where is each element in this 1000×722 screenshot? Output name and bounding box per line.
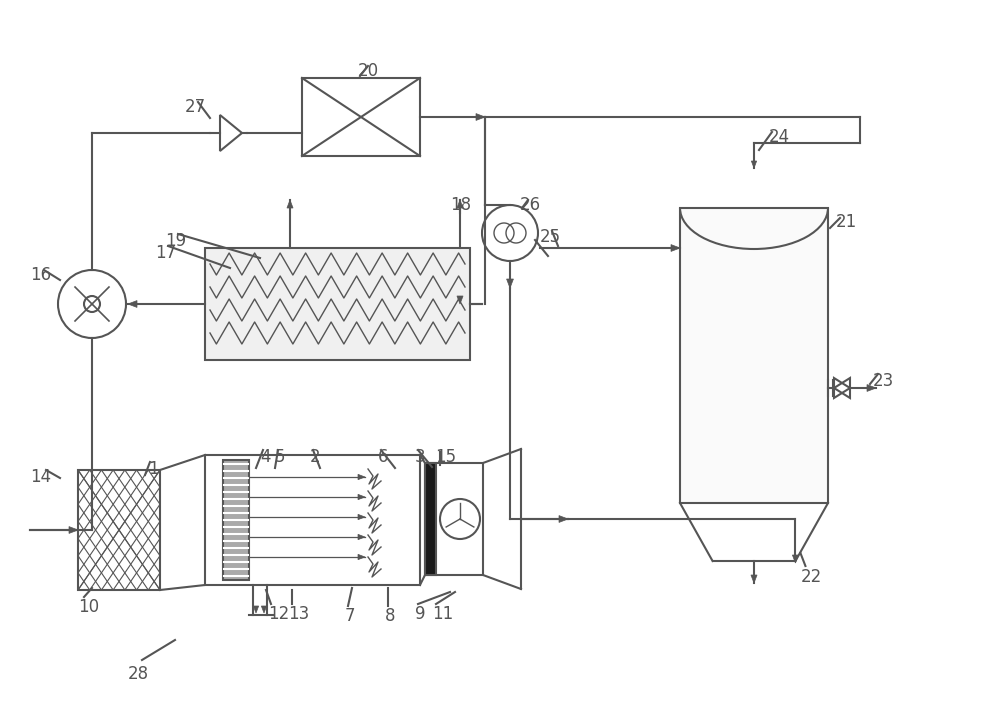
Polygon shape xyxy=(507,279,513,288)
Text: 13: 13 xyxy=(288,605,309,623)
Text: 8: 8 xyxy=(385,607,396,625)
Polygon shape xyxy=(751,575,757,583)
Polygon shape xyxy=(358,534,365,539)
Bar xyxy=(680,208,828,503)
Polygon shape xyxy=(867,385,876,391)
Polygon shape xyxy=(559,516,568,523)
Text: 5: 5 xyxy=(275,448,286,466)
Text: 27: 27 xyxy=(185,98,206,116)
Bar xyxy=(302,78,420,156)
Text: 7: 7 xyxy=(345,607,356,625)
Polygon shape xyxy=(457,296,463,304)
Text: 18: 18 xyxy=(450,196,471,214)
Text: 22: 22 xyxy=(800,568,822,586)
Text: 11: 11 xyxy=(432,605,453,623)
Text: 4: 4 xyxy=(260,448,270,466)
Text: 2: 2 xyxy=(310,448,321,466)
Text: 14: 14 xyxy=(30,468,51,486)
Polygon shape xyxy=(261,606,267,613)
Text: 17: 17 xyxy=(155,244,176,262)
Text: 1: 1 xyxy=(148,460,159,478)
Text: 9: 9 xyxy=(415,605,426,623)
Bar xyxy=(205,248,470,360)
Text: 26: 26 xyxy=(520,196,541,214)
Text: 21: 21 xyxy=(836,213,857,231)
Polygon shape xyxy=(671,245,680,251)
Polygon shape xyxy=(128,300,137,308)
Polygon shape xyxy=(457,200,463,208)
Text: 19: 19 xyxy=(165,232,186,250)
Text: 23: 23 xyxy=(873,372,894,390)
Polygon shape xyxy=(69,526,78,534)
Text: 28: 28 xyxy=(128,665,149,683)
Polygon shape xyxy=(358,474,365,479)
Bar xyxy=(205,455,420,585)
Text: 6: 6 xyxy=(378,448,388,466)
Text: 15: 15 xyxy=(435,448,456,466)
Polygon shape xyxy=(751,161,757,168)
Text: 24: 24 xyxy=(769,128,790,146)
Text: 16: 16 xyxy=(30,266,51,284)
Polygon shape xyxy=(358,514,365,520)
Bar xyxy=(78,470,160,590)
Polygon shape xyxy=(792,555,798,563)
Polygon shape xyxy=(287,200,293,208)
Polygon shape xyxy=(358,495,365,500)
Text: 3: 3 xyxy=(415,448,426,466)
Text: 25: 25 xyxy=(540,228,561,246)
Bar xyxy=(223,460,249,580)
Polygon shape xyxy=(253,606,259,613)
Text: 10: 10 xyxy=(78,598,99,616)
Bar xyxy=(425,463,436,575)
Polygon shape xyxy=(476,113,485,121)
Text: 20: 20 xyxy=(358,62,379,80)
Polygon shape xyxy=(358,554,365,560)
Bar xyxy=(425,463,483,575)
Text: 12: 12 xyxy=(268,605,289,623)
